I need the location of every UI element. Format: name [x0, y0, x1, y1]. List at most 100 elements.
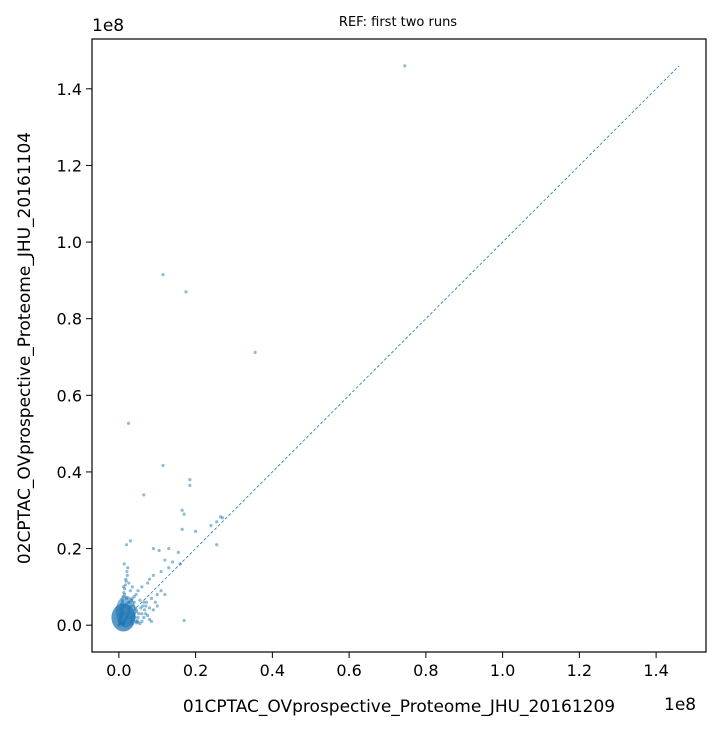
- scatter-point: [163, 592, 167, 597]
- scatter-point: [159, 569, 163, 574]
- plot-frame: [91, 38, 707, 653]
- y-tick-label: 1.0: [57, 233, 82, 252]
- scatter-point: [188, 477, 192, 482]
- scatter-point: [215, 520, 219, 524]
- scatter-point: [161, 273, 165, 277]
- scatter-point: [118, 622, 122, 626]
- scatter-point: [124, 579, 128, 583]
- scatter-point: [129, 598, 134, 602]
- scatter-point: [141, 604, 145, 608]
- x-tick-label: 1.4: [643, 661, 668, 680]
- x-tick-label: 1.2: [567, 661, 592, 680]
- scatter-point: [144, 604, 148, 608]
- scatter-point: [159, 589, 163, 593]
- y-tick-label: 0.2: [57, 540, 82, 559]
- x-axis-ticks: 0.0 0.2 0.4 0.6 0.8 1.0 1.2 1.4: [106, 652, 669, 680]
- y-offset-label: 1e8: [92, 16, 124, 36]
- scatter-point: [180, 527, 184, 532]
- scatter-point: [125, 569, 129, 574]
- y-tick-label: 0.8: [57, 310, 82, 329]
- scatter-point: [124, 602, 129, 606]
- scatter-point: [124, 543, 129, 547]
- scatter-point: [122, 591, 126, 595]
- scatter-point: [170, 560, 175, 564]
- y-axis-ticks: 0.0 0.2 0.4 0.6 0.8 1.0 1.2 1.4: [57, 80, 92, 635]
- y-tick-label: 1.4: [57, 80, 82, 99]
- scatter-point: [128, 539, 132, 543]
- scatter-point: [147, 606, 152, 610]
- scatter-point: [147, 577, 152, 581]
- scatter-point: [209, 523, 213, 528]
- scatter-point: [121, 594, 125, 599]
- scatter-point: [140, 619, 144, 623]
- scatter-point: [126, 421, 131, 425]
- scatter-point: [220, 516, 225, 520]
- scatter-point: [188, 483, 192, 487]
- y-axis-label: 02CPTAC_OVprospective_Proteome_JHU_20161…: [15, 132, 35, 564]
- y-tick-label: 1.2: [57, 156, 82, 175]
- scatter-point: [163, 558, 167, 562]
- scatter-point: [125, 573, 129, 577]
- scatter-point: [126, 566, 130, 570]
- scatter-point: [132, 600, 136, 604]
- scatter-point: [118, 609, 122, 613]
- y-tick-label: 0.0: [57, 616, 82, 635]
- scatter-point: [167, 566, 171, 570]
- scatter-point: [130, 585, 134, 589]
- reference-line: [118, 65, 680, 626]
- scatter-point: [146, 581, 150, 585]
- x-tick-label: 0.8: [413, 661, 438, 680]
- x-offset-label: 1e8: [664, 695, 696, 715]
- scatter-point: [136, 615, 140, 620]
- scatter-point: [133, 606, 137, 610]
- scatter-point: [123, 587, 127, 591]
- scatter-point: [131, 617, 135, 622]
- scatter-point: [167, 546, 171, 551]
- scatter-point: [151, 546, 155, 551]
- scatter-point: [133, 615, 137, 620]
- scatter-point: [140, 585, 144, 589]
- scatter-point: [151, 608, 155, 612]
- scatter-point: [182, 512, 186, 516]
- scatter-point: [131, 604, 135, 608]
- scatter-point: [253, 350, 257, 354]
- scatter-point: [121, 600, 125, 604]
- scatter-point: [176, 550, 180, 554]
- y-tick-label: 0.6: [57, 386, 82, 405]
- scatter-point: [140, 612, 144, 616]
- scatter-point: [126, 606, 131, 610]
- x-tick-label: 0.4: [260, 661, 285, 680]
- x-tick-label: 0.6: [336, 661, 361, 680]
- scatter-point: [215, 543, 219, 547]
- scatter-point: [180, 508, 184, 512]
- scatter-point: [136, 589, 140, 593]
- scatter-point: [119, 611, 124, 615]
- x-axis-label: 01CPTAC_OVprospective_Proteome_JHU_20161…: [183, 697, 615, 717]
- scatter-point: [155, 592, 159, 597]
- scatter-point: [127, 581, 131, 585]
- scatter-point: [138, 622, 142, 626]
- scatter-point: [144, 600, 149, 604]
- scatter-point: [403, 64, 407, 68]
- x-tick-label: 0.2: [183, 661, 208, 680]
- chart-title: REF: first two runs: [339, 15, 457, 30]
- scatter-point: [149, 596, 154, 600]
- scatter-point: [153, 600, 157, 604]
- scatter-point: [151, 573, 155, 577]
- chart-marks: [111, 64, 680, 632]
- scatter-point: [142, 493, 146, 497]
- x-tick-label: 1.0: [490, 661, 515, 680]
- y-tick-label: 0.4: [57, 463, 82, 482]
- scatter-point: [155, 604, 159, 608]
- scatter-point: [122, 562, 126, 566]
- scatter-point: [117, 613, 121, 617]
- scatter-point: [142, 608, 147, 612]
- scatter-point: [157, 548, 161, 553]
- scatter-point: [128, 589, 132, 593]
- scatter-point: [161, 463, 165, 468]
- scatter-point: [142, 600, 146, 604]
- scatter-point: [149, 619, 154, 623]
- scatter-point: [142, 615, 146, 620]
